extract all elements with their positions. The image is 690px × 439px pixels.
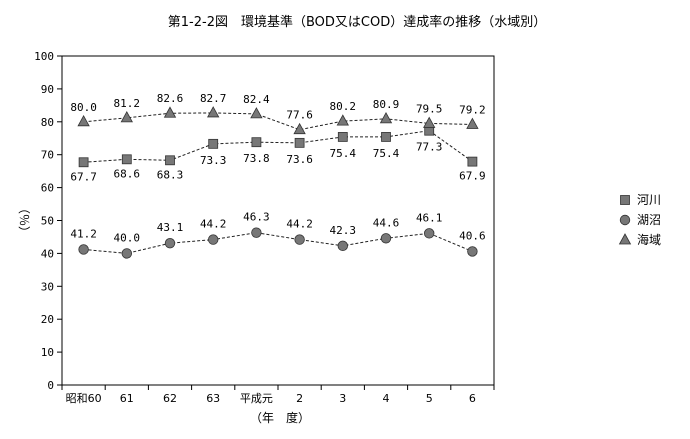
chart-title: 第1-2-2図 環境基準（BOD又はCOD）達成率の推移（水域別） (168, 14, 546, 30)
series-layer (77, 106, 479, 259)
data-labels: 80.0 81.2 82.6 82.7 82.4 77.6 80.2 80.9 79.5 79.2… (70, 92, 485, 244)
data-label-triangle: 82.7 (200, 92, 227, 105)
data-label-square: 68.3 (157, 168, 184, 181)
series-line-circle (83, 232, 473, 254)
data-label-circle: 42.3 (330, 224, 357, 237)
data-label-triangle: 80.9 (373, 98, 400, 111)
data-label-square: 75.4 (330, 147, 357, 160)
y-tick-label: 100 (34, 50, 54, 63)
x-tick-label: 3 (339, 392, 346, 405)
data-label-triangle: 81.2 (114, 97, 141, 110)
data-point-triangle (293, 122, 306, 135)
data-label-circle: 43.1 (157, 221, 184, 234)
x-tick-label: 昭和60 (66, 392, 102, 405)
legend-marker-circle (619, 214, 631, 226)
data-label-circle: 44.2 (286, 218, 313, 231)
data-label-circle: 41.2 (70, 227, 97, 240)
data-label-square: 67.9 (459, 170, 486, 183)
y-tick-label: 90 (41, 83, 54, 96)
data-label-circle: 46.1 (416, 211, 443, 224)
data-label-triangle: 79.2 (459, 103, 486, 116)
y-tick-label: 10 (41, 346, 54, 359)
y-tick-label: 60 (41, 182, 54, 195)
data-label-square: 67.7 (70, 170, 97, 183)
data-label-square: 73.8 (243, 152, 270, 165)
data-point-circle (207, 234, 219, 245)
y-tick-label: 30 (41, 280, 54, 293)
y-tick-label: 20 (41, 313, 54, 326)
data-label-triangle: 77.6 (286, 109, 313, 122)
data-point-circle (337, 240, 349, 252)
data-label-square: 75.4 (373, 147, 400, 160)
data-point-square (294, 137, 305, 148)
legend-label: 河川 (637, 193, 661, 207)
legend-marker-triangle (618, 233, 632, 245)
data-point-square (208, 138, 219, 149)
legend-marker-square (620, 195, 630, 205)
legend-label: 湖沼 (637, 212, 661, 227)
data-point-circle (164, 238, 176, 249)
x-axis: 昭和60 61 62 63 平成元 2 3 4 5 6 (61, 385, 495, 405)
data-label-circle: 40.6 (459, 229, 486, 242)
data-label-triangle: 80.0 (70, 101, 97, 114)
data-point-triangle (207, 106, 220, 118)
data-point-circle (380, 233, 392, 244)
data-point-square (165, 155, 175, 166)
data-label-circle: 40.0 (114, 231, 141, 244)
data-label-square: 73.6 (286, 153, 313, 166)
data-point-triangle (336, 114, 349, 126)
x-tick-label: 6 (469, 392, 476, 405)
data-point-square (337, 132, 348, 142)
series-line-square (83, 130, 473, 163)
data-point-triangle (466, 117, 479, 129)
y-tick-label: 70 (41, 149, 54, 162)
data-label-square: 68.6 (114, 167, 141, 180)
x-tick-label: 61 (120, 392, 134, 405)
y-axis: 0 10 20 30 40 50 60 70 80 90 100 (34, 50, 62, 392)
data-point-triangle (163, 106, 177, 118)
data-point-circle (467, 246, 478, 257)
legend-label: 海域 (637, 232, 661, 247)
data-label-triangle: 79.5 (416, 102, 443, 115)
data-point-circle (294, 234, 305, 245)
data-point-circle (424, 228, 435, 239)
x-tick-label: 62 (163, 392, 177, 405)
y-tick-label: 40 (41, 247, 54, 260)
data-label-circle: 46.3 (243, 211, 270, 224)
y-tick-label: 50 (41, 215, 54, 228)
data-point-circle (78, 244, 89, 255)
y-tick-label: 80 (41, 116, 54, 129)
data-point-square (121, 154, 132, 165)
data-point-triangle (423, 116, 436, 128)
data-point-square (381, 132, 391, 142)
x-axis-label: （年 度） (250, 410, 310, 425)
data-point-triangle (77, 114, 90, 127)
data-point-square (467, 156, 478, 167)
data-point-triangle (250, 107, 263, 119)
y-tick-label: 0 (47, 379, 54, 392)
data-point-triangle (379, 112, 393, 124)
data-point-square (78, 157, 89, 168)
data-label-square: 77.3 (416, 141, 443, 154)
data-label-circle: 44.2 (200, 218, 227, 231)
y-axis-label: （％） (17, 202, 31, 238)
data-label-triangle: 80.2 (330, 100, 357, 113)
data-label-triangle: 82.6 (157, 92, 184, 105)
data-label-triangle: 82.4 (243, 93, 270, 106)
series-line-triangle (83, 112, 473, 131)
data-point-circle (121, 248, 133, 259)
data-label-square: 73.3 (200, 154, 227, 167)
data-label-circle: 44.6 (373, 216, 400, 229)
x-tick-label: 5 (426, 392, 433, 405)
x-tick-label: 平成元 (240, 392, 273, 405)
data-point-square (251, 137, 262, 148)
data-point-circle (251, 227, 262, 238)
x-tick-label: 2 (296, 392, 303, 405)
data-point-triangle (120, 111, 133, 123)
x-tick-label: 63 (206, 392, 220, 405)
x-tick-label: 4 (383, 392, 390, 405)
